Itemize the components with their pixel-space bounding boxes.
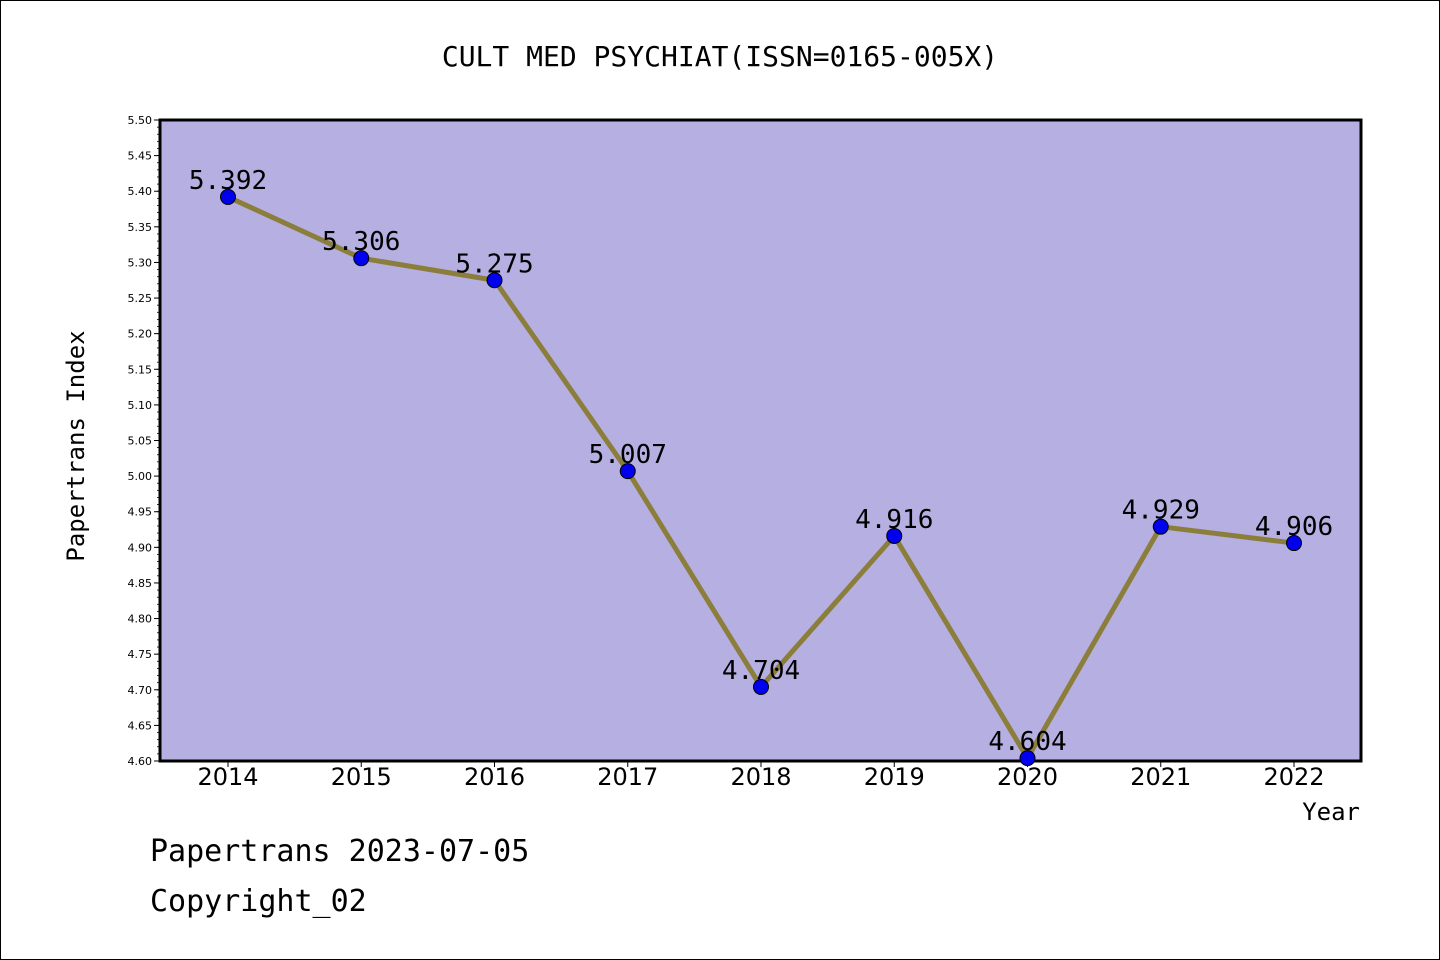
data-point xyxy=(486,272,503,289)
data-label: 4.906 xyxy=(1255,512,1333,542)
data-point xyxy=(353,250,370,267)
data-label: 4.916 xyxy=(855,505,933,535)
data-label: 5.007 xyxy=(589,440,667,470)
y-tick-label: 5.50 xyxy=(128,114,153,127)
x-tick-label: 2021 xyxy=(1130,763,1191,791)
data-label: 5.306 xyxy=(322,227,400,257)
y-tick-label: 5.35 xyxy=(128,221,153,234)
data-point xyxy=(753,678,769,695)
x-axis-label: Year xyxy=(1302,798,1360,826)
y-tick-label: 4.60 xyxy=(128,755,153,768)
y-tick-label: 5.40 xyxy=(128,185,153,198)
x-tick-label: 2016 xyxy=(464,763,525,791)
y-tick-label: 4.65 xyxy=(128,719,153,732)
plot-area xyxy=(158,118,1363,763)
data-label: 5.392 xyxy=(189,166,267,196)
y-tick-label: 5.20 xyxy=(128,328,153,341)
y-tick-label: 5.15 xyxy=(128,363,153,376)
x-tick-label: 2014 xyxy=(197,763,258,791)
y-axis: 4.60 4.65 4.70 4.75 4.80 4.85 4.90 4.95 5.00 5.05… xyxy=(128,114,160,768)
data-label: 4.704 xyxy=(722,656,800,686)
y-tick-label: 4.70 xyxy=(128,684,153,697)
y-tick-label: 4.90 xyxy=(128,541,153,554)
x-tick-label: 2020 xyxy=(997,763,1058,791)
y-tick-label: 5.05 xyxy=(128,435,153,448)
y-tick-label: 5.25 xyxy=(128,292,153,305)
y-tick-label: 5.45 xyxy=(128,150,153,163)
footer-date-text: Papertrans 2023-07-05 xyxy=(150,834,530,869)
y-tick-label: 5.00 xyxy=(128,470,153,483)
y-tick-label: 5.10 xyxy=(128,399,153,412)
x-tick-label: 2019 xyxy=(864,763,925,791)
x-tick-label: 2017 xyxy=(597,763,658,791)
data-label: 5.275 xyxy=(455,249,533,279)
series-layer: 5.392 5.306 5.275 5.007 4.704 4.916 4.604 4.929… xyxy=(189,166,1333,767)
footer-copyright-text: Copyright_02 xyxy=(150,884,367,919)
x-tick-label: 2018 xyxy=(730,763,791,791)
y-tick-label: 4.95 xyxy=(128,506,153,519)
data-point xyxy=(1152,518,1169,535)
y-tick-label: 5.30 xyxy=(128,256,153,269)
chart-title: CULT MED PSYCHIAT(ISSN=0165-005X) xyxy=(442,40,998,73)
y-tick-label: 4.80 xyxy=(128,613,153,626)
x-tick-label: 2015 xyxy=(331,763,392,791)
data-label: 4.604 xyxy=(988,727,1066,757)
y-tick-label: 4.75 xyxy=(128,648,153,661)
y-axis-label: Papertrans Index xyxy=(62,330,90,561)
data-point xyxy=(619,463,636,480)
x-axis: 2014 2015 2016 2017 2018 2019 2020 2021 2022 xyxy=(197,761,1325,791)
data-point xyxy=(1286,535,1302,552)
data-point xyxy=(1019,750,1036,767)
y-tick-label: 4.85 xyxy=(128,577,153,590)
data-point xyxy=(886,527,903,544)
data-label: 4.929 xyxy=(1122,496,1200,526)
data-point xyxy=(220,188,236,205)
x-tick-label: 2022 xyxy=(1263,763,1324,791)
